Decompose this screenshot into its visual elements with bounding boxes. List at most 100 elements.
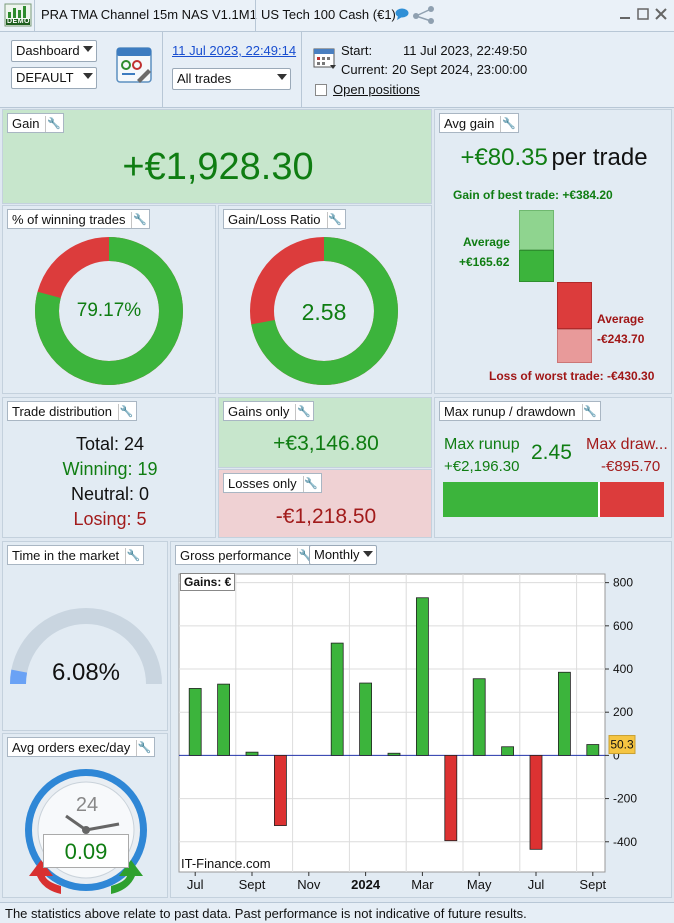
winning-title-text: % of winning trades (12, 212, 126, 227)
chart-bar (387, 752, 401, 756)
close-button[interactable] (653, 6, 669, 22)
profile-select[interactable]: DEFAULT (11, 67, 97, 89)
runup-bar-track (443, 482, 664, 517)
chart-bar (330, 642, 344, 756)
avg-loss-bar-value: -€243.70 (597, 332, 645, 346)
wrench-icon[interactable]: 🔧 (136, 740, 152, 756)
clock-dial-number: 24 (75, 794, 99, 816)
losses-only-title: Losses only 🔧 (223, 473, 322, 493)
drawdown-label: Max draw... (586, 436, 668, 453)
minimize-button[interactable] (617, 6, 633, 22)
gain-value: +€1,928.30 (122, 146, 314, 188)
losses-only-value: -€1,218.50 (275, 505, 377, 528)
losses-only-panel: Losses only 🔧 -€1,218.50 (218, 469, 432, 538)
avg-orders-value: 0.09 (64, 839, 108, 864)
open-positions-label[interactable]: Open positions (333, 82, 420, 97)
chart-bar (557, 671, 571, 756)
time-market-value: 6.08% (51, 659, 121, 686)
gains-only-panel: Gains only 🔧 +€3,146.80 (218, 397, 432, 468)
x-tick-label: May (467, 877, 492, 892)
last-value-marker (608, 735, 636, 755)
wrench-icon[interactable]: 🔧 (302, 476, 318, 492)
open-positions-checkbox[interactable] (315, 84, 327, 96)
avg-orders-panel: Avg orders exec/day 🔧 24 0.09 (2, 733, 168, 898)
avg-gain-title-text: Avg gain (444, 116, 495, 131)
losses-only-title-text: Losses only (228, 476, 297, 491)
footer-disclaimer: The statistics above relate to past data… (0, 902, 674, 923)
gross-title: Gross performance 🔧 (175, 545, 317, 565)
avg-gain-bar-value: +€165.62 (459, 255, 510, 269)
wrench-icon[interactable]: 🔧 (117, 404, 134, 420)
y-tick-label: 0 (613, 748, 620, 762)
chart-watermark: IT-Finance.com (181, 856, 271, 871)
strategy-settings-icon[interactable] (115, 46, 153, 84)
donut-gain-arc (250, 237, 398, 385)
current-value: 20 Sept 2024, 23:00:00 (392, 62, 528, 77)
trades-select[interactable]: All trades (172, 68, 291, 90)
ratio-value: 2.58 (301, 299, 347, 325)
wrench-icon[interactable]: 🔧 (326, 212, 342, 228)
demo-badge: DEMO (7, 18, 30, 25)
winning-value: 79.17% (76, 300, 142, 321)
distribution-list: Total: 24 Winning: 19 Neutral: 0 Losing:… (3, 432, 215, 532)
x-tick-label: Jul (187, 877, 204, 892)
instrument-name: US Tech 100 Cash (€1) (261, 7, 396, 22)
distribution-title-text: Trade distribution (12, 404, 112, 419)
wrench-icon[interactable]: 🔧 (131, 212, 147, 228)
avg-loss-bar (557, 282, 592, 329)
ratio-title-text: Gain/Loss Ratio (228, 212, 321, 227)
wrench-icon[interactable]: 🔧 (581, 404, 597, 420)
title-bar: DEMO PRA TMA Channel 15m NAS V1.1M1 US T… (0, 0, 674, 32)
time-market-gauge (9, 608, 162, 685)
wrench-icon[interactable]: 🔧 (500, 116, 516, 132)
distribution-total: Total: 24 (75, 434, 145, 454)
view-select[interactable]: Dashboard (11, 40, 97, 62)
wrench-icon[interactable]: 🔧 (125, 548, 141, 564)
avg-gain-title: Avg gain 🔧 (439, 113, 520, 133)
avg-gain-bar-label: Average (463, 235, 510, 249)
date-link[interactable]: 11 Jul 2023, 22:49:14 (172, 43, 297, 58)
last-value-marker-label: 50.3 (610, 738, 634, 752)
best-trade-bar (519, 210, 554, 250)
distribution-losing: Losing: 5 (73, 509, 147, 529)
runup-label: Max runup (444, 436, 520, 453)
toolbar: Dashboard DEFAULT 11 Jul 2023, 22:49:14 … (0, 32, 674, 108)
gain-title: Gain 🔧 (7, 113, 65, 133)
x-tick-label: 2024 (351, 877, 381, 892)
time-market-title: Time in the market 🔧 (7, 545, 145, 565)
chart-bar (359, 682, 373, 756)
chart-bar (501, 746, 515, 756)
runup-title: Max runup / drawdown 🔧 (439, 401, 601, 421)
avg-orders-title-text: Avg orders exec/day (12, 740, 131, 755)
avg-orders-title: Avg orders exec/day 🔧 (7, 737, 156, 757)
demo-logo-icon: DEMO (4, 3, 32, 27)
y-tick-label: 800 (613, 576, 633, 590)
wrench-icon[interactable]: 🔧 (295, 404, 311, 420)
x-tick-label: Sept (579, 877, 606, 892)
runup-ratio: 2.45 (531, 441, 572, 464)
donut-win-arc (35, 237, 183, 385)
chevron-down-icon (83, 73, 93, 79)
period-select[interactable]: Monthly (309, 545, 377, 565)
gains-only-title: Gains only 🔧 (223, 401, 315, 421)
chat-icon[interactable] (395, 8, 409, 20)
runup-bar-fill (443, 482, 600, 517)
chart-bar (217, 683, 230, 756)
chart-bar (444, 754, 458, 842)
current-label: Current: (341, 62, 388, 77)
chart-bar (529, 754, 543, 850)
avg-gain-panel: Avg gain 🔧 +€80.35 per trade Gain of best… (434, 109, 672, 394)
maximize-button[interactable] (635, 6, 651, 22)
y-tick-label: 400 (613, 662, 633, 676)
distribution-neutral: Neutral: 0 (70, 484, 150, 504)
share-icon[interactable] (412, 5, 436, 25)
chart-bar (472, 678, 486, 756)
x-tick-label: Mar (411, 877, 434, 892)
wrench-icon[interactable]: 🔧 (45, 116, 61, 132)
chart-bar (415, 597, 429, 756)
runup-title-text: Max runup / drawdown (444, 404, 576, 419)
gain-title-text: Gain (12, 116, 40, 131)
chevron-down-icon (83, 46, 93, 52)
calendar-icon[interactable] (313, 46, 337, 70)
ratio-panel: Gain/Loss Ratio 🔧 2.58 (218, 205, 432, 394)
